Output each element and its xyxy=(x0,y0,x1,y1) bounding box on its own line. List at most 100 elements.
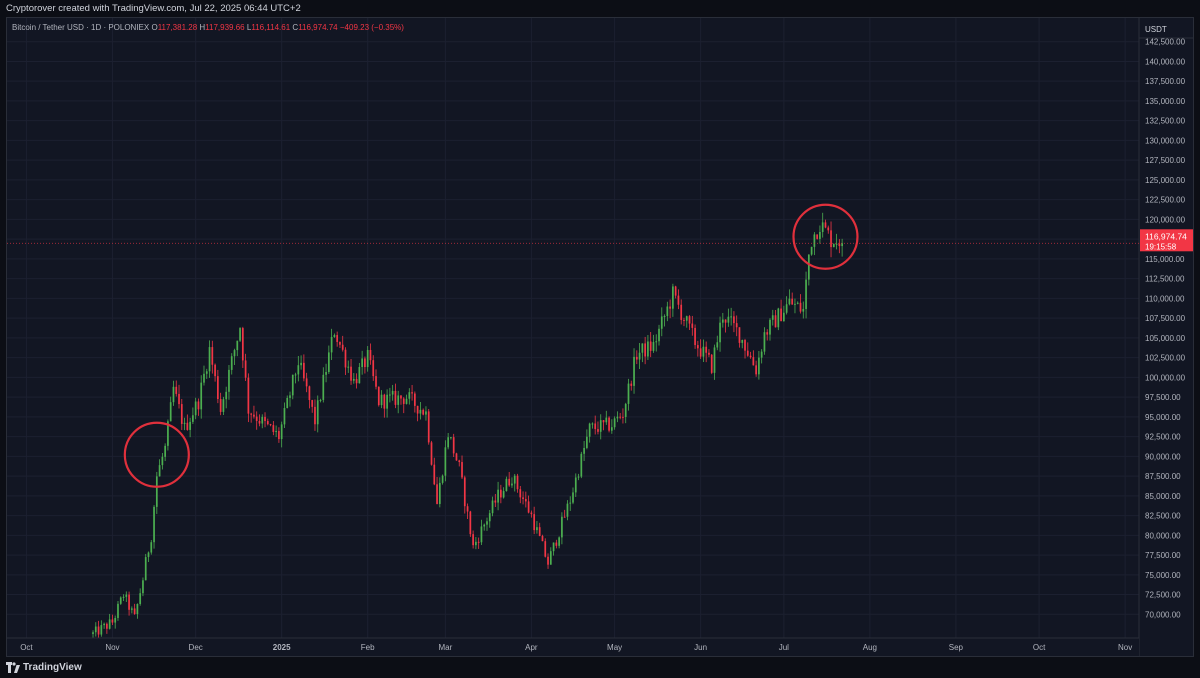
candle-down xyxy=(630,380,633,391)
candle-down xyxy=(436,476,438,505)
candle-body xyxy=(563,516,566,518)
candle-up xyxy=(333,333,336,338)
price-tick-label: 120,000.00 xyxy=(1145,215,1186,224)
candle-up xyxy=(805,271,807,319)
candle-up xyxy=(641,343,644,363)
candle-down xyxy=(746,342,749,357)
candle-body xyxy=(558,537,560,546)
candle-down xyxy=(547,553,549,569)
candle-body xyxy=(364,358,366,368)
candle-body xyxy=(433,464,436,485)
candle-up xyxy=(291,374,294,400)
candle-body xyxy=(253,414,255,417)
candle-up xyxy=(122,594,125,601)
candle-up xyxy=(205,368,208,379)
candle-up xyxy=(588,422,591,443)
candle-down xyxy=(427,408,430,445)
candle-body xyxy=(372,360,375,377)
high-key: H xyxy=(199,23,206,32)
candle-up xyxy=(483,523,486,531)
highlight-circle-1 xyxy=(123,421,190,488)
candle-body xyxy=(92,632,94,635)
tradingview-brand: TradingView xyxy=(23,662,82,673)
candle-down xyxy=(375,369,377,390)
candle-body xyxy=(744,339,746,351)
candlestick-chart[interactable]: USDT 70,000.00 72,500.00 75,000.00 77,500.00… xyxy=(7,18,1193,656)
price-tick-label: 82,500.00 xyxy=(1145,512,1181,521)
candle-up xyxy=(125,591,128,602)
candle-up xyxy=(286,395,289,409)
candle-down xyxy=(402,397,405,414)
candle-body xyxy=(119,597,122,604)
candle-up xyxy=(572,487,574,505)
candle-up xyxy=(802,301,805,319)
candle-body xyxy=(708,352,710,355)
candle-body xyxy=(696,345,699,349)
candle-up xyxy=(316,395,319,433)
candle-body xyxy=(780,308,782,322)
candle-body xyxy=(400,395,402,399)
last-price-label: 116,974.74 xyxy=(1145,231,1187,241)
candle-body xyxy=(247,377,250,414)
candle-body xyxy=(183,422,186,424)
candle-body xyxy=(588,423,591,437)
candle-body xyxy=(444,447,447,476)
candle-up xyxy=(117,601,119,621)
candle-body xyxy=(569,502,572,504)
candle-body xyxy=(436,484,438,504)
time-tick-label: Oct xyxy=(1033,643,1046,652)
candle-up xyxy=(208,340,211,378)
candle-up xyxy=(92,630,94,639)
price-tick-label: 122,500.00 xyxy=(1145,196,1186,205)
candle-body xyxy=(389,394,391,396)
candle-up xyxy=(638,343,641,369)
candle-up xyxy=(119,596,122,605)
candle-down xyxy=(644,336,646,365)
candle-down xyxy=(752,350,755,366)
candle-body xyxy=(672,286,674,309)
candle-down xyxy=(494,493,497,508)
candle-body xyxy=(269,424,272,426)
candle-body xyxy=(758,357,760,375)
chart-pane[interactable]: USDT 70,000.00 72,500.00 75,000.00 77,500.00… xyxy=(6,17,1194,657)
candle-body xyxy=(128,594,130,610)
candle-body xyxy=(455,453,458,461)
candle-down xyxy=(527,495,530,514)
candle-body xyxy=(192,415,194,422)
candle-body xyxy=(702,346,705,357)
candle-body xyxy=(322,374,325,400)
candle-body xyxy=(369,349,372,361)
candle-body xyxy=(644,343,646,357)
candle-body xyxy=(144,557,147,581)
candle-body xyxy=(669,306,671,309)
candle-body xyxy=(142,580,144,594)
candle-body xyxy=(305,378,308,387)
candle-up xyxy=(222,396,225,416)
candle-body xyxy=(169,402,172,422)
open-value: 117,381.28 xyxy=(157,23,198,32)
candle-body xyxy=(161,456,164,466)
price-tick-label: 85,000.00 xyxy=(1145,492,1181,501)
candle-up xyxy=(130,606,133,614)
candle-down xyxy=(555,539,558,549)
candle-body xyxy=(441,475,444,483)
candle-up xyxy=(161,452,164,470)
candle-down xyxy=(735,315,738,337)
candle-up xyxy=(280,421,283,448)
candle-body xyxy=(705,346,708,353)
candle-down xyxy=(541,534,544,542)
candle-up xyxy=(330,328,333,360)
candle-body xyxy=(217,376,219,400)
candle-body xyxy=(652,342,655,351)
candle-down xyxy=(458,459,461,467)
candle-up xyxy=(203,365,205,386)
candle-body xyxy=(641,343,644,353)
candle-up xyxy=(491,496,494,517)
candle-body xyxy=(824,222,827,228)
candle-body xyxy=(486,521,488,525)
low-key: L xyxy=(246,23,252,32)
candle-body xyxy=(405,398,408,404)
candle-up xyxy=(758,350,760,380)
candle-body xyxy=(283,408,286,425)
candle-body xyxy=(677,295,680,305)
